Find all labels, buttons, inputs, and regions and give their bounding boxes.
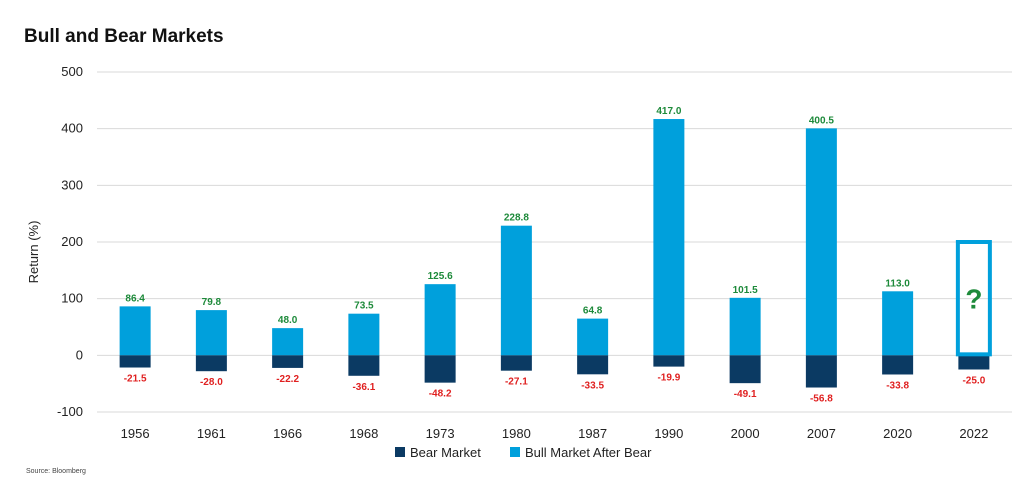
x-tick-label: 1961 xyxy=(197,426,226,441)
bull-bar xyxy=(729,297,761,356)
bull-bar xyxy=(805,128,837,356)
bull-value-label: 64.8 xyxy=(583,306,603,317)
question-mark: ? xyxy=(965,284,982,315)
y-tick-label: -100 xyxy=(57,404,83,419)
bull-bar xyxy=(500,225,532,356)
bear-bar xyxy=(653,355,685,367)
y-tick-label: 500 xyxy=(61,64,83,79)
bear-value-label: -21.5 xyxy=(124,374,147,385)
future-bull-box xyxy=(955,240,992,357)
y-tick-label: 100 xyxy=(61,291,83,306)
x-tick-label: 1966 xyxy=(273,426,302,441)
y-axis-label: Return (%) xyxy=(26,221,41,284)
bull-bar xyxy=(195,310,227,356)
x-tick-label: 2000 xyxy=(731,426,760,441)
legend-label-bull: Bull Market After Bear xyxy=(525,445,652,460)
bear-value-label: -25.0 xyxy=(962,376,985,387)
bear-bar xyxy=(577,355,609,375)
bull-value-label: 101.5 xyxy=(733,285,758,296)
bear-value-label: -49.1 xyxy=(734,389,757,400)
bull-value-label: 125.6 xyxy=(428,271,453,282)
bull-bar xyxy=(424,284,456,356)
x-tick-label: 2022 xyxy=(959,426,988,441)
bull-bar xyxy=(348,313,380,356)
bear-bar xyxy=(805,355,837,388)
legend-swatch-bear xyxy=(395,447,405,457)
bear-bar xyxy=(500,355,532,371)
bear-value-label: -33.8 xyxy=(886,380,909,391)
bull-value-label: 79.8 xyxy=(202,297,222,308)
y-tick-label: 200 xyxy=(61,234,83,249)
bull-value-label: 228.8 xyxy=(504,213,529,224)
bull-value-label: 86.4 xyxy=(125,293,145,304)
bull-value-label: 73.5 xyxy=(354,301,374,312)
bull-value-label: 48.0 xyxy=(278,315,298,326)
legend-label-bear: Bear Market xyxy=(410,445,481,460)
x-tick-label: 1973 xyxy=(426,426,455,441)
x-tick-label: 1990 xyxy=(654,426,683,441)
bear-bar xyxy=(195,355,227,372)
bear-bar xyxy=(729,355,761,384)
x-tick-label: 1980 xyxy=(502,426,531,441)
y-tick-label: 400 xyxy=(61,121,83,136)
bear-value-label: -36.1 xyxy=(352,382,375,393)
bull-value-label: 400.5 xyxy=(809,115,834,126)
x-tick-label: 1956 xyxy=(121,426,150,441)
bear-bar xyxy=(882,355,914,375)
bull-bar xyxy=(272,328,304,356)
bear-bar xyxy=(119,355,151,368)
x-tick-label: 2007 xyxy=(807,426,836,441)
bear-value-label: -56.8 xyxy=(810,394,833,405)
y-tick-label: 300 xyxy=(61,177,83,192)
bear-value-label: -22.2 xyxy=(276,374,299,385)
x-tick-label: 1968 xyxy=(349,426,378,441)
bear-value-label: -27.1 xyxy=(505,377,528,388)
bear-value-label: -19.9 xyxy=(657,373,680,384)
bear-value-label: -28.0 xyxy=(200,377,223,388)
bull-value-label: 417.0 xyxy=(656,106,681,117)
bear-value-label: -48.2 xyxy=(429,389,452,400)
y-tick-label: 0 xyxy=(76,347,83,362)
bear-bar xyxy=(424,355,456,383)
bear-value-label: -33.5 xyxy=(581,380,604,391)
source-note: Source: Bloomberg xyxy=(26,468,86,475)
chart-title: Bull and Bear Markets xyxy=(24,26,224,47)
bull-bar xyxy=(577,318,609,356)
bear-bar xyxy=(958,355,990,370)
bear-bar xyxy=(348,355,380,376)
bear-bar xyxy=(272,355,304,368)
bull-bar xyxy=(882,291,914,356)
x-tick-label: 2020 xyxy=(883,426,912,441)
x-tick-label: 1987 xyxy=(578,426,607,441)
legend-swatch-bull xyxy=(510,447,520,457)
bull-bar xyxy=(119,306,151,356)
bull-bar xyxy=(653,119,685,356)
bull-value-label: 113.0 xyxy=(885,278,910,289)
